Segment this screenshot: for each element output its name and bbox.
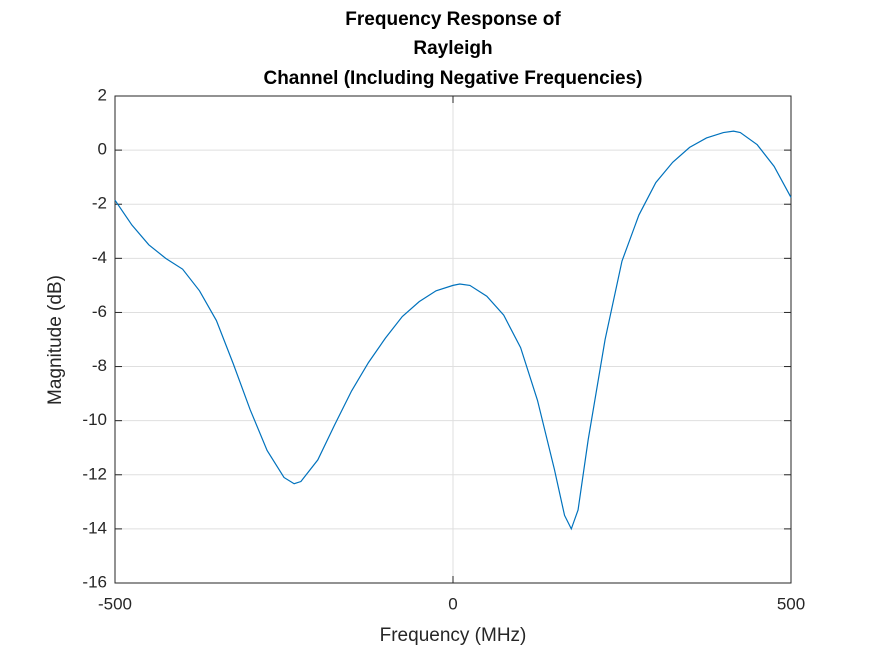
x-tick-label: 500 [777,594,805,613]
y-tick-label: -4 [92,248,107,267]
y-tick-label: 0 [98,140,107,159]
y-tick-label: -12 [82,464,107,483]
chart-title: Rayleigh [413,38,492,59]
x-tick-label: -500 [98,594,132,613]
x-tick-label: 0 [448,594,457,613]
y-tick-label: -16 [82,572,107,591]
chart-title: Channel (Including Negative Frequencies) [263,68,642,89]
y-tick-label: -6 [92,302,107,321]
data-line [114,130,792,531]
y-tick-label: 2 [98,85,107,104]
y-tick-label: -10 [82,410,107,429]
chart-title: Frequency Response of [345,9,561,30]
y-tick-label: -8 [92,356,107,375]
x-axis-label: Frequency (MHz) [380,625,527,646]
y-tick-label: -2 [92,194,107,213]
y-tick-label: -14 [82,518,107,537]
axes-box [114,95,792,584]
y-axis-label: Magnitude (dB) [45,275,66,405]
